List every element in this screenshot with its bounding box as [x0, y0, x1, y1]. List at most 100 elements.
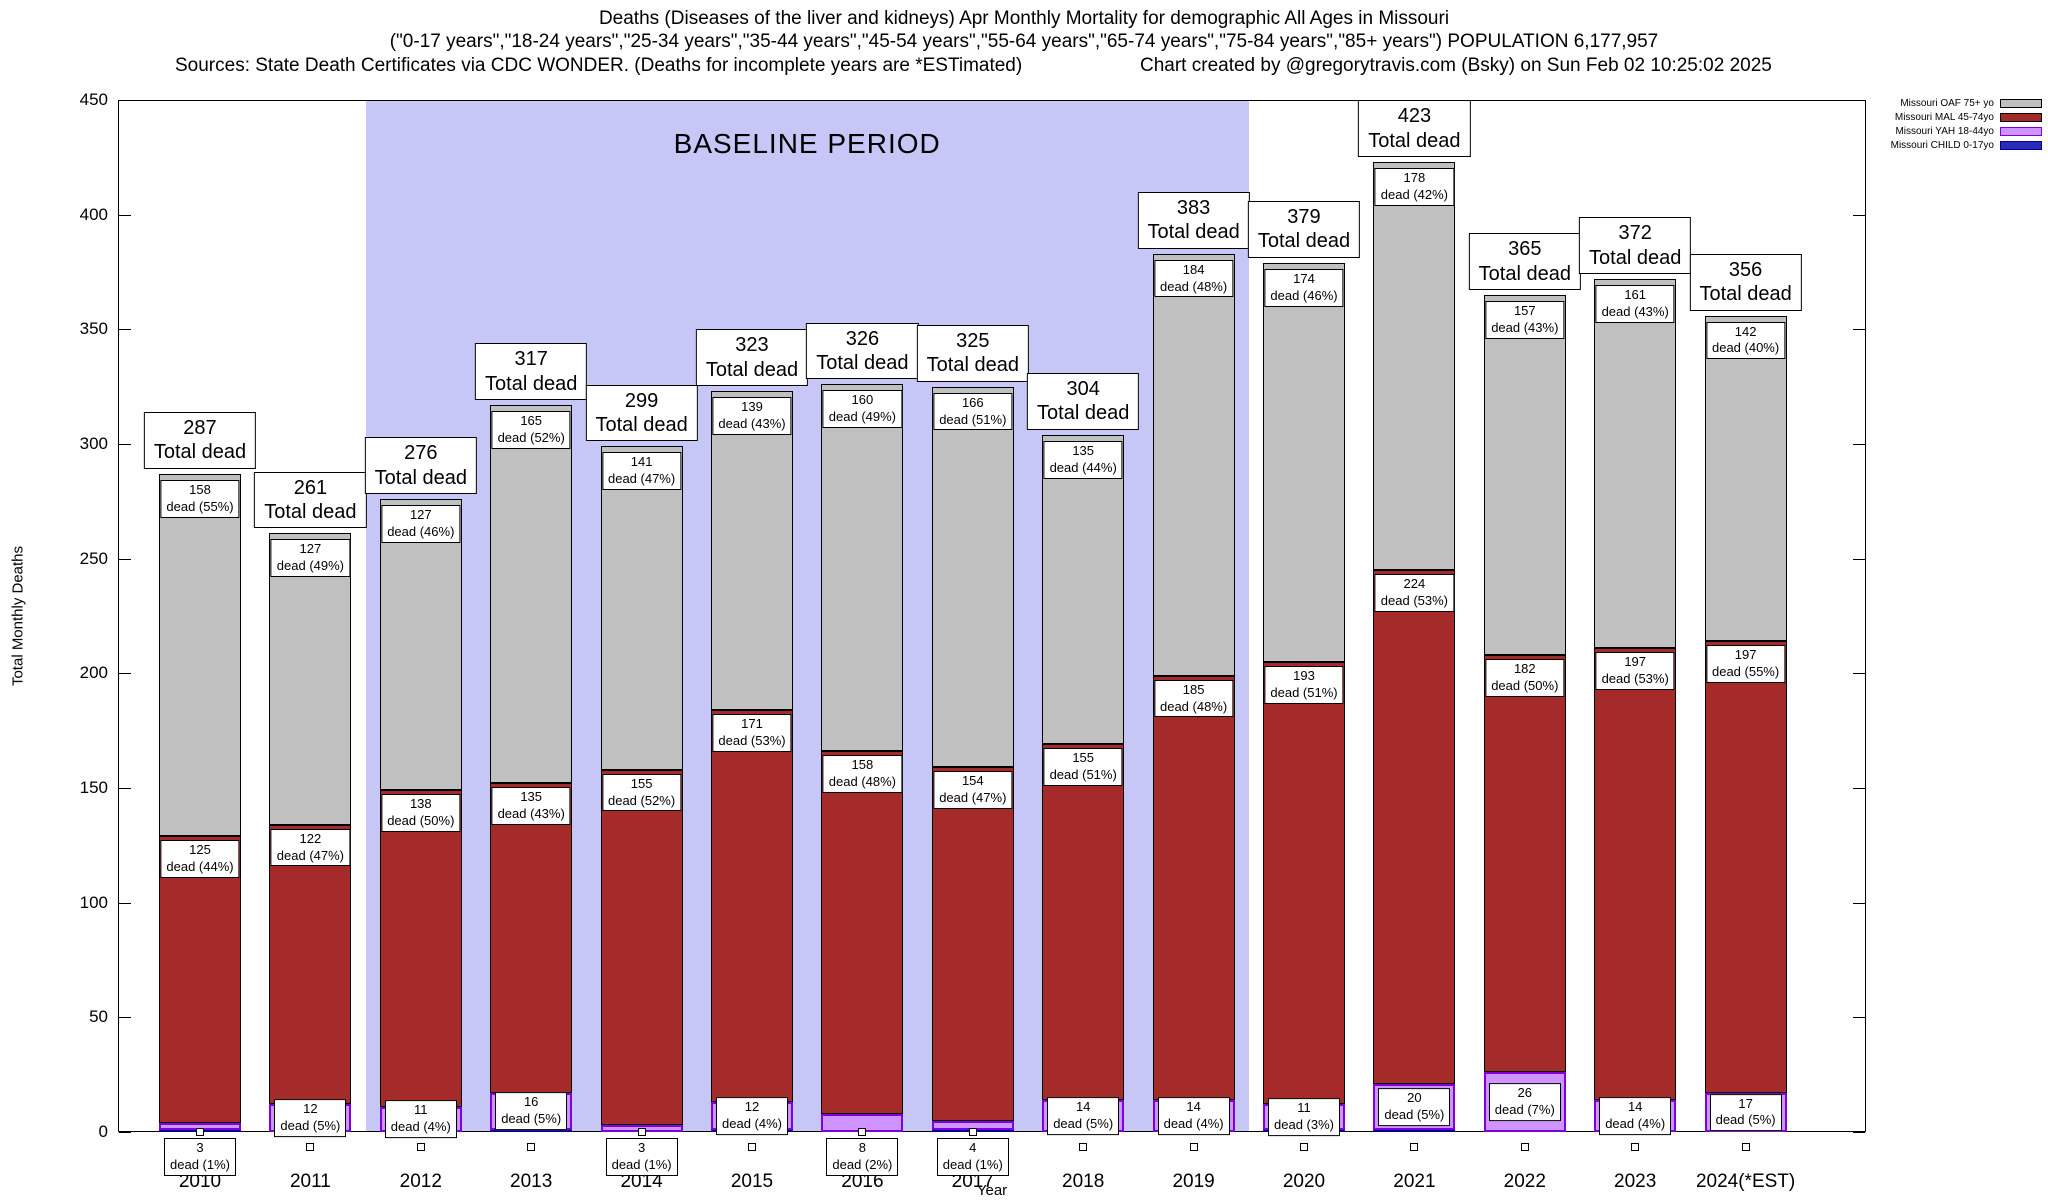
total-dead-label-value: 326: [845, 327, 880, 350]
yah-segment-label-text: dead (5%): [1715, 1112, 1776, 1128]
x-tick-label: 2010: [178, 1171, 222, 1192]
mal-segment-label: 138 dead (50%): [381, 794, 461, 833]
oaf-segment-label-value: 178: [1403, 169, 1426, 185]
yah-segment-label-value: 14: [1627, 1099, 1643, 1115]
total-dead-label-text: Total dead: [595, 413, 688, 436]
total-dead-label: 276 Total dead: [364, 437, 477, 495]
axis-marker: [196, 1128, 204, 1136]
yah-segment-label-value: 14: [1186, 1099, 1201, 1115]
mal-segment-label-text: dead (44%): [166, 859, 234, 875]
total-dead-label-text: Total dead: [1147, 221, 1240, 244]
legend-label: Missouri CHILD 0-17yo: [1890, 140, 1994, 151]
mal-segment-label-text: dead (50%): [1491, 677, 1559, 693]
bar-segment-oaf: [1373, 161, 1456, 571]
yah-segment-label-value: 11: [414, 1102, 428, 1118]
total-dead-label-value: 299: [624, 389, 659, 412]
yah-segment-label-text: dead (5%): [1384, 1106, 1445, 1122]
yah-segment-label-text: dead (1%): [611, 1156, 672, 1172]
total-dead-label-value: 379: [1287, 206, 1321, 229]
oaf-segment-label: 166 dead (51%): [933, 392, 1013, 431]
mal-segment-label-value: 138: [409, 796, 432, 812]
legend-swatch: [2000, 113, 2042, 122]
yah-segment-label: 3 dead (1%): [164, 1138, 236, 1176]
total-dead-label: 383 Total dead: [1137, 191, 1250, 249]
mal-segment-label-text: dead (48%): [1159, 698, 1228, 714]
total-dead-label: 304 Total dead: [1027, 373, 1140, 430]
oaf-segment-label-text: dead (40%): [1711, 340, 1780, 356]
oaf-segment-label-value: 166: [961, 394, 984, 410]
mal-segment-label: 197 dead (55%): [1705, 645, 1786, 683]
x-tick-label: 2017: [951, 1171, 994, 1192]
mal-segment-label-text: dead (53%): [1380, 593, 1448, 609]
mal-segment-label-value: 193: [1293, 667, 1315, 683]
bar-segment-mal: [1483, 654, 1566, 1073]
oaf-segment-label-text: dead (43%): [1601, 303, 1669, 319]
mal-segment-label-text: dead (51%): [1049, 767, 1117, 783]
yah-segment-label: 16 dead (5%): [495, 1092, 568, 1131]
axis-marker: [1631, 1143, 1640, 1151]
oaf-segment-label-text: dead (49%): [276, 558, 344, 574]
mal-segment-label-value: 122: [299, 830, 322, 846]
oaf-segment-label: 160 dead (49%): [822, 390, 902, 429]
bar-segment-oaf: [821, 384, 904, 752]
mal-segment-label-value: 155: [1072, 750, 1095, 766]
bar-segment-oaf: [1042, 434, 1125, 745]
mal-segment-label: 171 dead (53%): [712, 714, 792, 752]
yah-segment-label: 12 dead (5%): [274, 1099, 347, 1138]
yah-segment-label-text: dead (1%): [942, 1156, 1003, 1172]
yah-segment-label: 12 dead (4%): [716, 1097, 788, 1135]
yah-segment-label-value: 16: [523, 1094, 539, 1110]
mal-segment-label-text: dead (51%): [1270, 684, 1338, 700]
y-tick-mark-right: [1853, 329, 1865, 331]
y-tick-mark: [119, 1132, 131, 1133]
bar-segment-mal: [1042, 744, 1125, 1100]
legend-item: Missouri CHILD 0-17yo: [1891, 140, 2042, 151]
bar-segment-mal: [931, 767, 1014, 1121]
total-dead-label: 317 Total dead: [475, 343, 588, 401]
y-tick-label: 200: [79, 663, 108, 683]
total-dead-label-value: 304: [1066, 378, 1100, 401]
bar-segment-mal: [1152, 675, 1235, 1100]
baseline-period-label: BASELINE PERIOD: [673, 128, 941, 159]
x-tick-label: 2022: [1503, 1171, 1546, 1192]
oaf-segment-label-text: dead (52%): [497, 429, 565, 445]
chart-sources: Sources: State Death Certificates via CD…: [175, 55, 1023, 76]
mal-segment-label-text: dead (55%): [1711, 664, 1780, 680]
y-tick-mark-right: [1853, 788, 1865, 789]
total-dead-label-text: Total dead: [485, 372, 578, 395]
bar-segment-oaf: [931, 386, 1014, 768]
legend-label: Missouri OAF 75+ yo: [1900, 98, 1994, 109]
x-tick-label: 2021: [1393, 1171, 1436, 1192]
oaf-segment-label: 127 dead (46%): [381, 505, 461, 543]
yah-segment-label-value: 26: [1517, 1085, 1533, 1101]
total-dead-label-text: Total dead: [153, 441, 247, 464]
total-dead-label-value: 323: [735, 334, 769, 357]
oaf-segment-label: 174 dead (46%): [1264, 268, 1344, 307]
y-tick-mark: [119, 788, 131, 789]
mal-segment-label: 135 dead (43%): [491, 787, 571, 826]
oaf-segment-label-text: dead (43%): [1491, 319, 1559, 335]
yah-segment-label: 4 dead (1%): [936, 1138, 1009, 1176]
oaf-segment-label: 161 dead (43%): [1595, 284, 1675, 323]
yah-segment-label-text: dead (5%): [501, 1111, 562, 1127]
x-tick-label: 2020: [1282, 1171, 1326, 1192]
yah-segment-label-text: dead (7%): [1494, 1102, 1555, 1118]
total-dead-label-text: Total dead: [926, 354, 1019, 377]
axis-marker: [527, 1143, 536, 1151]
bar-segment-mal: [1704, 641, 1787, 1093]
total-dead-label: 423 Total dead: [1358, 100, 1471, 157]
total-dead-label: 261 Total dead: [254, 471, 367, 529]
mal-segment-label-text: dead (52%): [607, 792, 676, 808]
yah-segment-label-text: dead (1%): [170, 1156, 230, 1172]
oaf-segment-label-text: dead (42%): [1380, 186, 1448, 202]
legend-item: Missouri OAF 75+ yo: [1891, 98, 2042, 109]
chart-title: Deaths (Diseases of the liver and kidney…: [598, 8, 1450, 29]
axis-marker: [1300, 1143, 1308, 1151]
y-tick-mark-right: [1853, 1132, 1865, 1133]
total-dead-label: 372 Total dead: [1579, 217, 1692, 274]
bar-segment-oaf: [1483, 294, 1566, 655]
axis-marker: [416, 1143, 425, 1151]
mal-segment-label: 125 dead (44%): [160, 840, 240, 878]
y-tick-mark-right: [1853, 214, 1865, 216]
